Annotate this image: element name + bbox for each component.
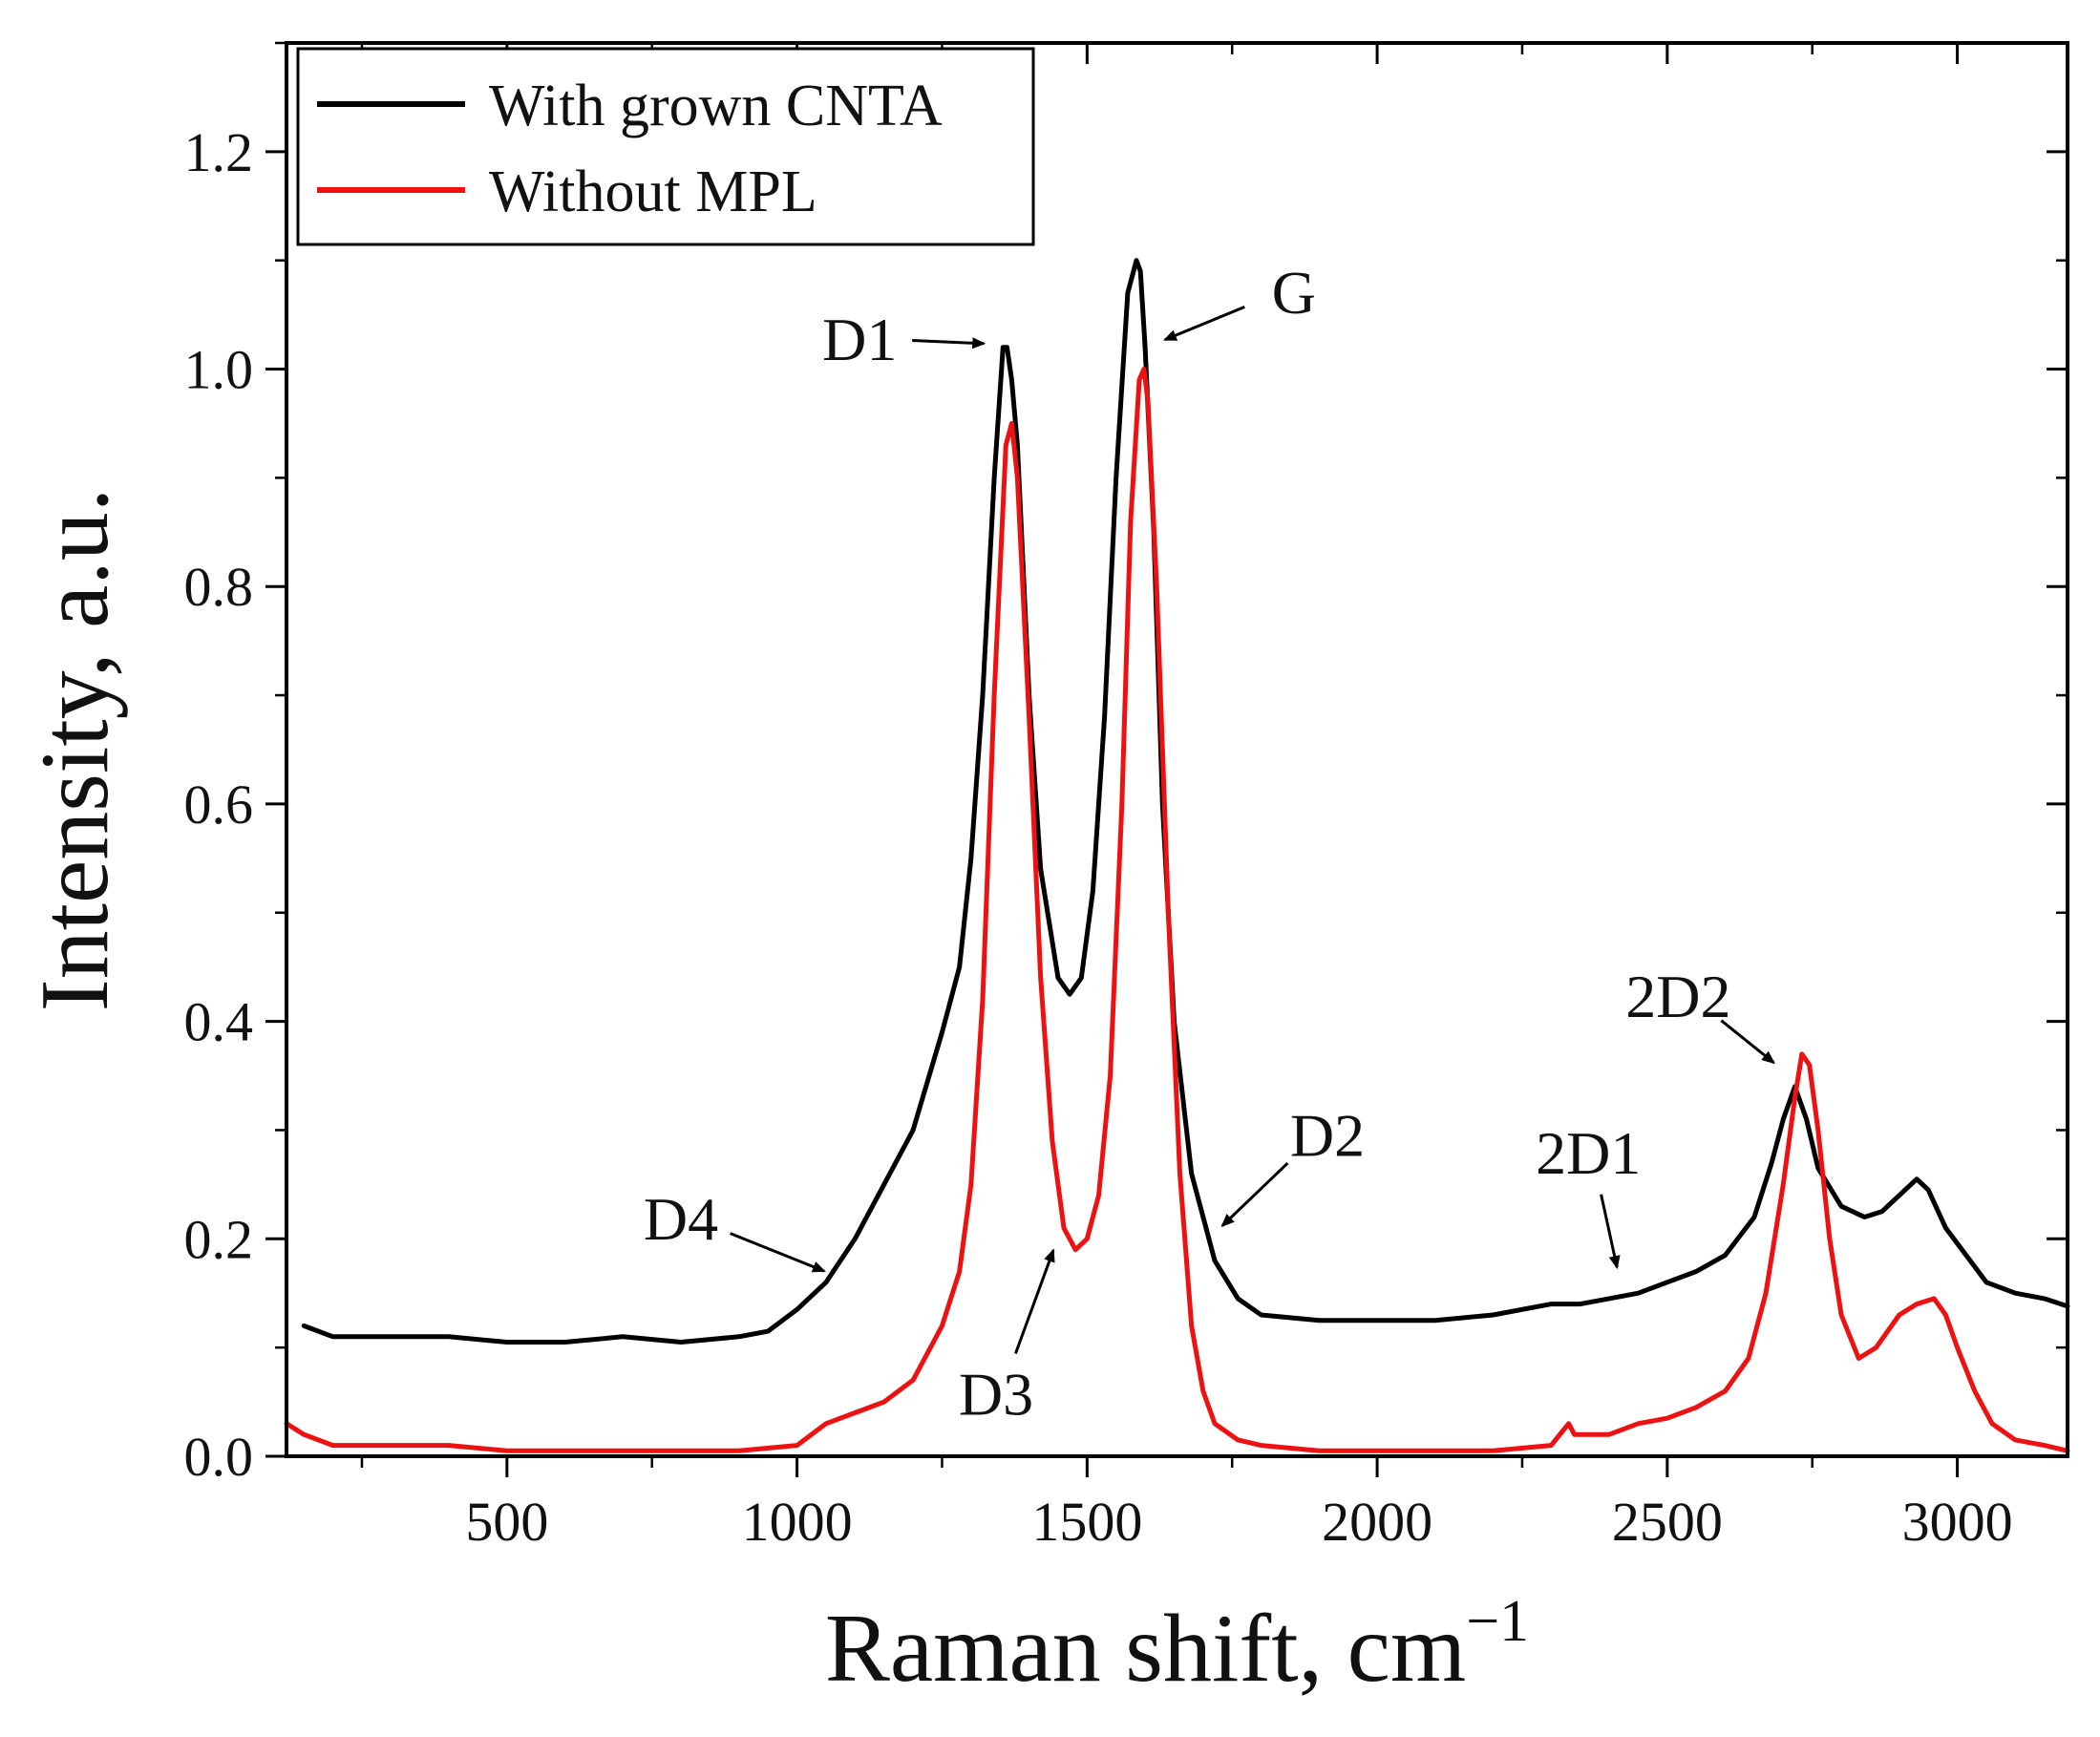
y-tick-label: 0.6 <box>184 773 254 836</box>
legend-box <box>296 47 1035 246</box>
peak-annotations: D1 G D4 D3 D2 2D1 2D2 <box>644 259 1775 1428</box>
y-tick-label: 0.2 <box>184 1208 254 1270</box>
x-tick-label: 500 <box>465 1491 548 1553</box>
y-tick-label: 0.8 <box>184 556 254 618</box>
annotation-2d2: 2D2 <box>1625 963 1730 1030</box>
annotation-arrow-d2 <box>1220 1161 1289 1227</box>
y-tick-label: 1.2 <box>184 121 254 183</box>
y-axis-title: Intensity, a.u. <box>21 488 129 1012</box>
plot-area <box>284 258 2070 1453</box>
y-tick-label: 1.0 <box>184 339 254 401</box>
x-tick-label: 2500 <box>1612 1491 1723 1553</box>
legend-label-1: Without MPL <box>489 159 817 224</box>
annotation-d1: D1 <box>822 306 897 373</box>
series-line-0 <box>301 258 2070 1345</box>
annotation-d3: D3 <box>959 1360 1033 1428</box>
legend-label-0: With grown CNTA <box>489 74 943 138</box>
axes: 500 1000 1500 2000 2500 3000 0.0 0.2 0.4 0.6 0.8 1.… <box>21 41 2069 1703</box>
annotation-arrow-g <box>1163 306 1245 342</box>
plot-frame <box>285 41 2069 1458</box>
annotation-arrow-2d2 <box>1720 1019 1775 1065</box>
annotation-arrow-d4 <box>730 1232 826 1273</box>
annotation-d2: D2 <box>1290 1102 1365 1170</box>
annotation-arrow-d1 <box>912 337 986 350</box>
x-axis-title-superscript: −1 <box>1466 1589 1529 1654</box>
x-tick-label: 3000 <box>1902 1491 2013 1553</box>
y-tick-label: 0.4 <box>184 991 254 1053</box>
annotation-d4: D4 <box>644 1185 718 1253</box>
annotation-g: G <box>1272 259 1316 327</box>
series-line-1 <box>284 367 2070 1453</box>
x-tick-label: 1500 <box>1031 1491 1142 1553</box>
x-tick-label: 1000 <box>742 1491 853 1553</box>
legend: With grown CNTA Without MPL <box>296 47 1035 246</box>
annotation-arrow-d3 <box>1014 1248 1055 1355</box>
annotation-arrow-2d1 <box>1600 1194 1621 1270</box>
x-axis-title: Raman shift, cm−1 <box>825 1589 1529 1703</box>
y-tick-label: 0.0 <box>184 1426 254 1488</box>
annotation-2d1: 2D1 <box>1536 1119 1641 1187</box>
x-tick-label: 2000 <box>1322 1491 1432 1553</box>
